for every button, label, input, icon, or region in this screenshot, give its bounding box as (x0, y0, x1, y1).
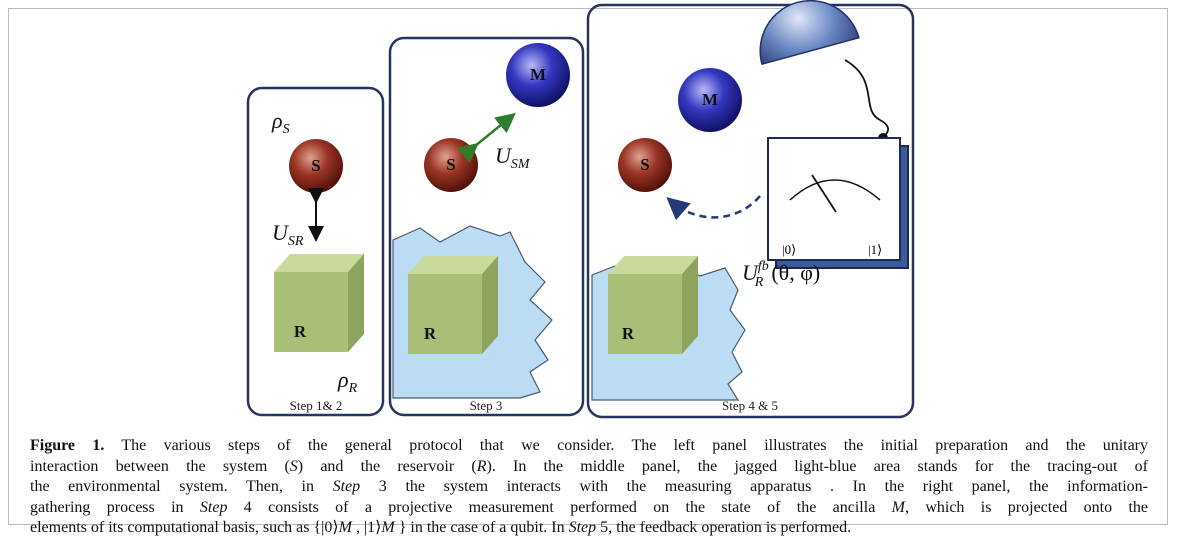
reservoir-cube (408, 256, 498, 354)
caption-text: ). In the middle panel, the jagged light… (487, 458, 1149, 475)
caption-text: interaction between the system ( (30, 458, 290, 475)
system-label: S (446, 155, 455, 174)
caption-line: elements of its computational basis, suc… (30, 518, 1148, 539)
page: ρS S USR R ρR Step 1& 2 M S USM R Step 3… (0, 0, 1179, 535)
caption-text: 3 the system interacts with the measurin… (360, 478, 1148, 495)
coupling-arrow (475, 116, 512, 146)
meter-one: |1⟩ (868, 242, 882, 257)
reservoir-label: R (294, 322, 307, 341)
step-label: Step 1& 2 (290, 398, 343, 413)
caption-text: , which is projected onto the (905, 499, 1148, 516)
u-sr: USR (272, 220, 304, 249)
step-label: Step 4 & 5 (722, 398, 778, 413)
rho-s: ρS (271, 108, 290, 137)
caption-text: 4 consists of a projective measurement p… (227, 499, 891, 516)
detector-lamp (753, 0, 888, 143)
reservoir-label: R (424, 324, 437, 343)
u-sm: USM (495, 143, 531, 172)
system-label: S (640, 155, 649, 174)
step-label: Step 3 (470, 398, 503, 413)
caption-text: gathering process in (30, 499, 200, 516)
caption-line: gathering process in Step 4 consists of … (30, 498, 1148, 519)
reservoir-label: R (622, 324, 635, 343)
caption-text: The various steps of the general protoco… (104, 437, 1148, 454)
rho-r: ρR (337, 367, 358, 396)
ancilla-label: M (702, 90, 718, 109)
caption-line: the environmental system. Then, in Step … (30, 477, 1148, 498)
caption-italic: M (892, 499, 905, 516)
caption-text: the environmental system. Then, in (30, 478, 333, 495)
caption-text: ) and the reservoir ( (298, 458, 477, 475)
panel-border (248, 88, 383, 415)
feedback-arrow (672, 196, 760, 217)
caption-text: 5, the feedback operation is performed. (596, 519, 851, 536)
caption-italic: R (477, 458, 487, 475)
caption-italic: Step (569, 519, 597, 536)
caption-italic: M (381, 519, 394, 536)
meter-zero: |0⟩ (782, 242, 796, 257)
system-label: S (311, 156, 320, 175)
caption-text: , |1⟩ (352, 519, 381, 536)
ancilla-label: M (530, 65, 546, 84)
caption-line: Figure 1. The various steps of the gener… (30, 436, 1148, 457)
caption-italic: Step (333, 478, 361, 495)
caption-italic: Step (200, 499, 228, 516)
reservoir-cube (274, 254, 364, 352)
caption-italic: M (339, 519, 352, 536)
caption-line: interaction between the system (S) and t… (30, 457, 1148, 478)
caption-text: } in the case of a qubit. In (395, 519, 569, 536)
diagram: ρS S USR R ρR Step 1& 2 M S USM R Step 3… (0, 0, 1179, 430)
caption-label: Figure 1. (30, 437, 104, 454)
caption-text: elements of its computational basis, suc… (30, 519, 339, 536)
caption-italic: S (290, 458, 298, 475)
caption: Figure 1. The various steps of the gener… (30, 436, 1148, 539)
